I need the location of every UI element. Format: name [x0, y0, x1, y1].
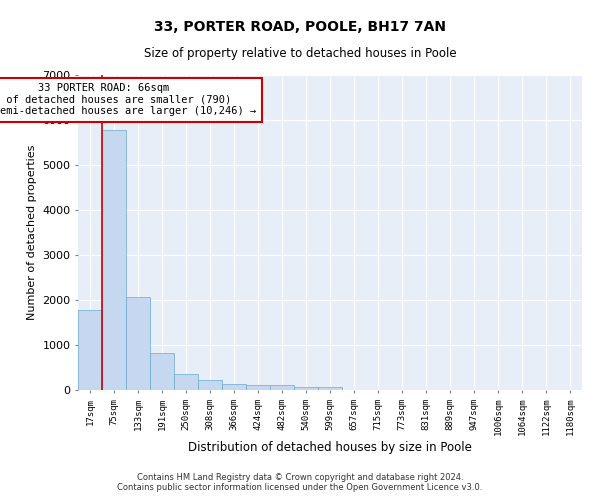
Text: 33, PORTER ROAD, POOLE, BH17 7AN: 33, PORTER ROAD, POOLE, BH17 7AN [154, 20, 446, 34]
Y-axis label: Number of detached properties: Number of detached properties [26, 145, 37, 320]
Bar [174, 374, 198, 390]
Bar [222, 384, 246, 390]
X-axis label: Distribution of detached houses by size in Poole: Distribution of detached houses by size … [188, 441, 472, 454]
Text: 33 PORTER ROAD: 66sqm
← 7% of detached houses are smaller (790)
92% of semi-deta: 33 PORTER ROAD: 66sqm ← 7% of detached h… [0, 83, 256, 116]
Bar [150, 353, 174, 390]
Bar [246, 384, 270, 390]
Bar [270, 385, 294, 390]
Bar [102, 130, 126, 390]
Bar [198, 380, 222, 390]
Bar [78, 310, 102, 390]
Bar [318, 387, 342, 390]
Bar [126, 298, 150, 390]
Bar [294, 387, 318, 390]
Text: Contains HM Land Registry data © Crown copyright and database right 2024.
Contai: Contains HM Land Registry data © Crown c… [118, 473, 482, 492]
Text: Size of property relative to detached houses in Poole: Size of property relative to detached ho… [143, 48, 457, 60]
